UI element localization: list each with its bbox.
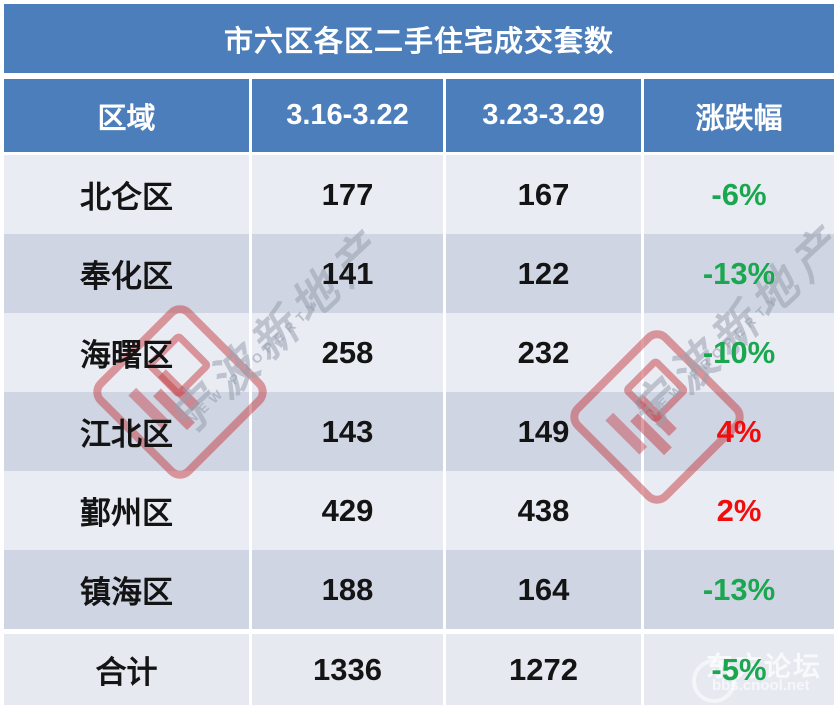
week1-cell: 429 — [252, 471, 443, 550]
region-cell: 江北区 — [4, 392, 249, 471]
week2-cell: 122 — [446, 234, 641, 313]
total-week2-cell: 1272 — [446, 634, 641, 705]
total-label-cell: 合计 — [4, 634, 249, 705]
table-row: 镇海区 188 164 -13% — [4, 550, 834, 629]
region-cell: 奉化区 — [4, 234, 249, 313]
total-week1-cell: 1336 — [252, 634, 443, 705]
week2-cell: 149 — [446, 392, 641, 471]
week1-cell: 188 — [252, 550, 443, 629]
week2-cell: 167 — [446, 155, 641, 234]
change-cell: -10% — [644, 313, 834, 392]
table-body: 北仑区 177 167 -6% 奉化区 141 122 -13% 海曙区 258… — [4, 155, 834, 629]
change-cell: 2% — [644, 471, 834, 550]
change-cell: -13% — [644, 550, 834, 629]
table-row: 鄞州区 429 438 2% — [4, 471, 834, 550]
week2-cell: 232 — [446, 313, 641, 392]
region-cell: 北仑区 — [4, 155, 249, 234]
week2-cell: 438 — [446, 471, 641, 550]
column-header-week1: 3.16-3.22 — [252, 79, 443, 152]
week1-cell: 141 — [252, 234, 443, 313]
region-cell: 海曙区 — [4, 313, 249, 392]
table-row: 奉化区 141 122 -13% — [4, 234, 834, 313]
change-cell: -13% — [644, 234, 834, 313]
week2-cell: 164 — [446, 550, 641, 629]
header-row: 区域 3.16-3.22 3.23-3.29 涨跌幅 — [4, 79, 834, 152]
table-row: 北仑区 177 167 -6% — [4, 155, 834, 234]
change-cell: 4% — [644, 392, 834, 471]
table-row: 海曙区 258 232 -10% — [4, 313, 834, 392]
region-cell: 鄞州区 — [4, 471, 249, 550]
region-cell: 镇海区 — [4, 550, 249, 629]
week1-cell: 177 — [252, 155, 443, 234]
table-title: 市六区各区二手住宅成交套数 — [4, 4, 834, 73]
change-cell: -6% — [644, 155, 834, 234]
column-header-week2: 3.23-3.29 — [446, 79, 641, 152]
week1-cell: 258 — [252, 313, 443, 392]
total-change-cell: -5% — [644, 634, 834, 705]
column-header-region: 区域 — [4, 79, 249, 152]
table-row: 江北区 143 149 4% — [4, 392, 834, 471]
week1-cell: 143 — [252, 392, 443, 471]
total-row: 合计 1336 1272 -5% — [4, 634, 834, 705]
column-header-change: 涨跌幅 — [644, 79, 834, 152]
